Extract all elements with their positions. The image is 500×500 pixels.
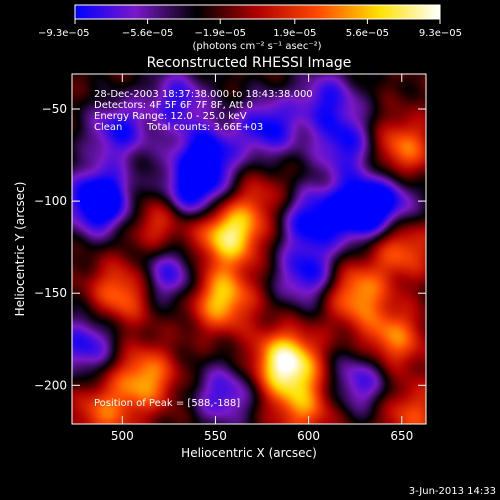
y-tick-label: −50 (42, 102, 67, 116)
colorbar-tick-label: 1.9e−05 (273, 28, 316, 39)
colorbar-unit-label: (photons cm⁻² s⁻¹ asec⁻²) (192, 41, 321, 52)
x-tick-label: 650 (390, 429, 413, 443)
x-axis-label: Heliocentric X (arcsec) (181, 446, 317, 460)
colorbar-tick-label: 5.6e−05 (346, 28, 389, 39)
x-tick-label: 550 (204, 429, 227, 443)
y-axis-label: Heliocentric Y (arcsec) (13, 182, 27, 317)
x-axis-ticks: 500 550 600 650 (111, 74, 413, 443)
image-area (72, 74, 426, 424)
x-tick-label: 500 (111, 429, 134, 443)
colorbar-tick-label: −9.3e−05 (38, 28, 90, 39)
footer-date: 3-Jun-2013 14:33 (409, 486, 496, 497)
colorbar-tick-label: 9.3e−05 (419, 28, 462, 39)
colorbar-ticks: −9.3e−05 −5.6e−05 −1.9e−05 1.9e−05 5.6e−05 9.… (38, 19, 462, 39)
y-axis-ticks: −50 −100 −150 −200 (34, 102, 426, 392)
colorbar: −9.3e−05 −5.6e−05 −1.9e−05 1.9e−05 5.6e−05 9.… (38, 4, 462, 52)
colorbar-tick-label: −5.6e−05 (122, 28, 174, 39)
annotation-time-range: 28-Dec-2003 18:37:38.000 to 18:43:38.000 (94, 89, 313, 100)
heatmap-image (72, 74, 426, 424)
annotations: 28-Dec-2003 18:37:38.000 to 18:43:38.000… (94, 89, 313, 409)
annotation-clean: Clean (94, 122, 122, 133)
annotation-energy-range: Energy Range: 12.0 - 25.0 keV (94, 111, 247, 122)
annotation-detectors: Detectors: 4F 5F 6F 7F 8F, Att 0 (94, 100, 253, 111)
colorbar-gradient (74, 4, 441, 20)
peak-position-label: Position of Peak = [588,-188] (94, 398, 240, 409)
colorbar-tick-label: −1.9e−05 (194, 28, 246, 39)
plot-frame (71, 73, 427, 425)
y-tick-label: −150 (34, 286, 67, 300)
chart-title: Reconstructed RHESSI Image (147, 55, 352, 71)
annotation-total-counts: Total counts: 3.66E+03 (146, 122, 263, 133)
y-tick-label: −100 (34, 194, 67, 208)
y-tick-label: −200 (34, 378, 67, 392)
x-tick-label: 600 (297, 429, 320, 443)
